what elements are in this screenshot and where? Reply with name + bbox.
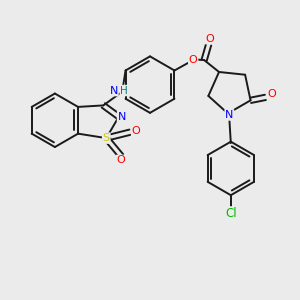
Text: O: O [132, 126, 140, 136]
Text: N: N [225, 110, 233, 120]
Text: O: O [206, 34, 214, 44]
Text: O: O [117, 155, 125, 165]
Text: H: H [120, 85, 128, 96]
Text: O: O [268, 89, 276, 99]
Text: N: N [110, 85, 118, 96]
Text: O: O [189, 55, 198, 65]
Text: N: N [118, 112, 126, 122]
Text: Cl: Cl [225, 207, 237, 220]
Text: S: S [103, 133, 110, 143]
